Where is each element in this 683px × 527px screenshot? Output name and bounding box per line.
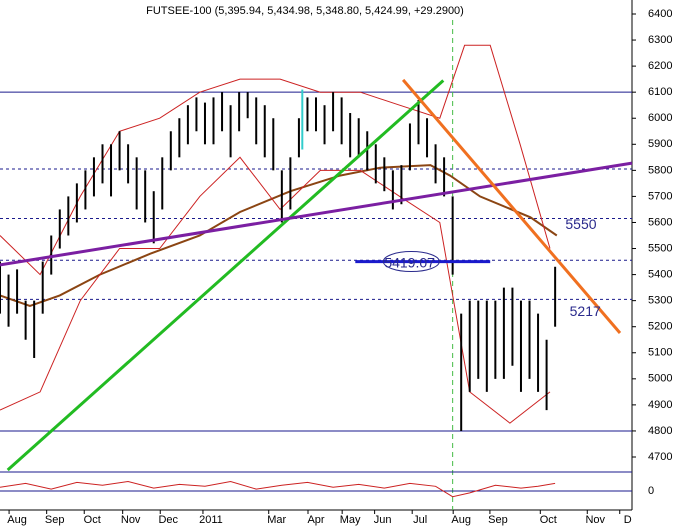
x-tick-label: Jun	[374, 514, 392, 526]
y-tick-label: 5200	[648, 321, 672, 333]
x-tick-label: Oct	[540, 514, 557, 526]
y-tick-label: 5800	[648, 164, 672, 176]
x-tick-label: 2011	[199, 514, 223, 526]
x-tick-label: May	[340, 514, 361, 526]
y-tick-label: 5600	[648, 216, 672, 228]
annotation: 5419.07	[384, 254, 435, 270]
trend-line	[0, 161, 633, 267]
y-tick-label: 5100	[648, 347, 672, 359]
x-tick-label: D	[624, 514, 632, 526]
x-tick-label: Sep	[45, 514, 65, 526]
x-tick-label: Aug	[7, 514, 27, 526]
y-tick-label: 5900	[648, 138, 672, 150]
x-tick-label: Nov	[585, 514, 605, 526]
y-tick-label: 6000	[648, 112, 672, 124]
y-tick-label: 5500	[648, 242, 672, 254]
x-tick-label: Sep	[488, 514, 508, 526]
annotation: 5217	[570, 303, 601, 319]
x-tick-label: Aug	[451, 514, 471, 526]
series-line	[0, 156, 551, 424]
x-tick-label: Dec	[158, 514, 178, 526]
annotation-ellipse	[382, 251, 440, 273]
series-line	[0, 44, 551, 276]
x-tick-label: Nov	[121, 514, 141, 526]
y-tick-label: 6100	[648, 86, 672, 98]
osc-tick-label: 0	[648, 485, 654, 497]
oscillator-line	[0, 480, 556, 498]
y-tick-label: 5400	[648, 268, 672, 280]
y-tick-label: 6300	[648, 34, 672, 46]
y-tick-label: 4900	[648, 399, 672, 411]
y-tick-label: 4800	[648, 425, 672, 437]
x-tick-label: Mar	[267, 514, 286, 526]
annotation: 5550	[565, 216, 596, 232]
y-tick-label: 6200	[648, 60, 672, 72]
trend-line	[6, 79, 445, 472]
x-tick-label: Apr	[307, 514, 324, 526]
y-tick-label: 5700	[648, 190, 672, 202]
chart-title: FUTSEE-100 (5,395.94, 5,434.98, 5,348.80…	[146, 5, 464, 17]
y-tick-label: 4700	[648, 451, 672, 463]
y-tick-label: 6400	[648, 8, 672, 20]
x-tick-label: Oct	[84, 514, 101, 526]
y-tick-label: 5000	[648, 373, 672, 385]
x-tick-label: Jul	[413, 514, 427, 526]
trend-line	[401, 78, 622, 334]
y-tick-label: 5300	[648, 295, 672, 307]
